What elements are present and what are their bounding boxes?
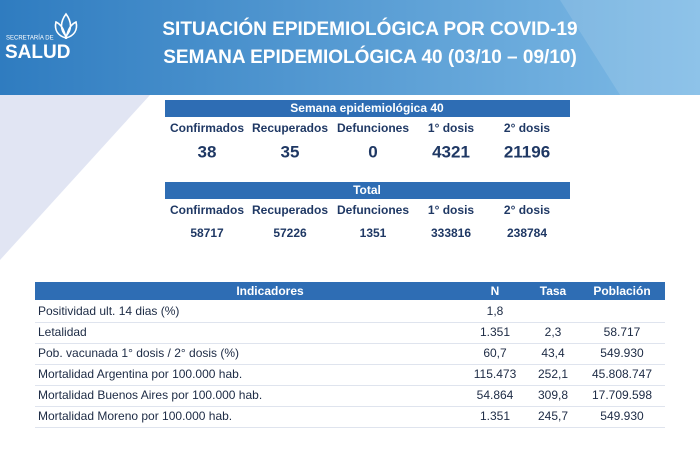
table-cell: 549.930 xyxy=(600,409,644,423)
column-header: 1° dosis xyxy=(428,203,474,217)
table-cell: Pob. vacunada 1° dosis / 2° dosis (%) xyxy=(38,346,239,360)
table-cell: 17.709.598 xyxy=(592,388,652,402)
column-header: 1° dosis xyxy=(428,121,474,135)
value: 38 xyxy=(198,142,217,161)
table-header: Tasa xyxy=(540,284,567,298)
decoration xyxy=(560,0,700,95)
table-cell: 252,1 xyxy=(538,367,568,381)
table-cell: 60,7 xyxy=(483,346,507,360)
table-cell: Mortalidad Argentina por 100.000 hab. xyxy=(38,367,242,381)
column-header: Recuperados xyxy=(252,203,328,217)
table-cell: Mortalidad Moreno por 100.000 hab. xyxy=(38,409,232,423)
table-cell: 2,3 xyxy=(545,325,562,339)
column-header: Defunciones xyxy=(337,203,409,217)
value: 57226 xyxy=(273,226,307,240)
decoration xyxy=(0,95,150,260)
content: Semana epidemiológica 40 Confirmados Recup… xyxy=(35,100,665,428)
column-header: Recuperados xyxy=(252,121,328,135)
table-header: Población xyxy=(593,284,650,298)
title: SEMANA EPIDEMIOLÓGICA 40 (03/10 – 09/10) xyxy=(163,46,577,68)
table-cell: 43,4 xyxy=(541,346,565,360)
column-header: Confirmados xyxy=(170,121,244,135)
value: 4321 xyxy=(432,142,470,161)
table-cell: 309,8 xyxy=(538,388,568,402)
table-cell: Mortalidad Buenos Aires por 100.000 hab. xyxy=(38,388,262,402)
table-cell: 549.930 xyxy=(600,346,644,360)
logo-text: SECRETARÍA DE xyxy=(6,35,54,42)
column-header: 2° dosis xyxy=(504,121,550,135)
title: SITUACIÓN EPIDEMIOLÓGICA POR COVID-19 xyxy=(162,18,577,40)
header-band xyxy=(0,0,700,95)
value: 35 xyxy=(281,142,300,161)
column-header: Defunciones xyxy=(337,121,409,135)
section-title: Semana epidemiológica 40 xyxy=(290,101,444,115)
table-header-bar xyxy=(35,282,665,300)
logo-icon xyxy=(54,12,78,40)
section-bar xyxy=(165,100,570,117)
value: 0 xyxy=(368,142,377,161)
value: 238784 xyxy=(507,226,547,240)
value: 333816 xyxy=(431,226,471,240)
table-cell: 1.351 xyxy=(480,325,510,339)
table-cell: 1.351 xyxy=(480,409,510,423)
table-cell: 54.864 xyxy=(477,388,514,402)
section-title: Total xyxy=(353,183,381,197)
table-header: Indicadores xyxy=(236,284,304,298)
value: 21196 xyxy=(504,142,550,161)
table-cell: Positividad ult. 14 dias (%) xyxy=(38,304,179,318)
value: 1351 xyxy=(360,226,387,240)
table-cell: 58.717 xyxy=(604,325,641,339)
table-cell: Letalidad xyxy=(38,325,87,339)
column-header: Confirmados xyxy=(170,203,244,217)
section-bar xyxy=(165,182,570,199)
table-cell: 245,7 xyxy=(538,409,568,423)
table-cell: 45.808.747 xyxy=(592,367,652,381)
table-cell: 1,8 xyxy=(487,304,504,318)
value: 58717 xyxy=(190,226,224,240)
logo-text: SALUD xyxy=(5,42,70,63)
table-cell: 115.473 xyxy=(474,367,517,381)
table-header: N xyxy=(491,284,500,298)
column-header: 2° dosis xyxy=(504,203,550,217)
